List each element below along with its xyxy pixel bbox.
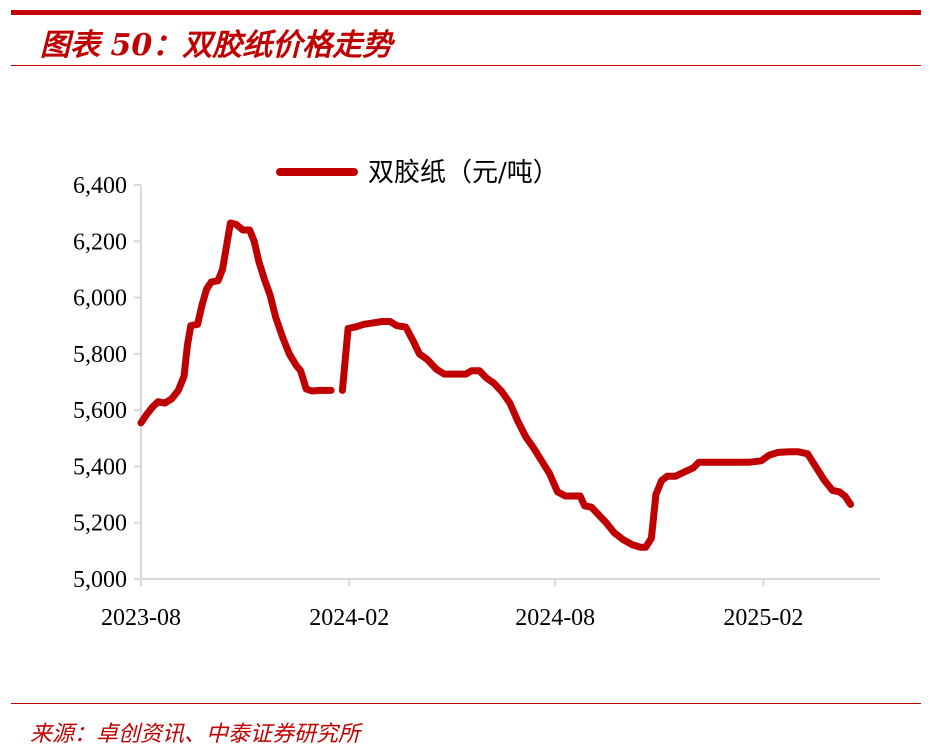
y-tick-label: 6,200 <box>73 229 127 255</box>
y-tick-label: 5,200 <box>73 511 127 537</box>
y-tick-label: 6,400 <box>73 173 127 199</box>
legend: 双胶纸（元/吨） <box>276 158 559 188</box>
source-note: 来源：卓创资讯、中泰证券研究所 <box>30 722 361 747</box>
series-line <box>338 318 855 551</box>
legend-label: 双胶纸（元/吨） <box>368 158 559 188</box>
series-line <box>137 219 335 427</box>
x-axis: 2023-08 2024-02 2024-08 2025-02 <box>101 578 880 631</box>
series-layer <box>137 219 855 551</box>
y-tick-label: 5,000 <box>73 567 127 593</box>
x-tick-label: 2024-02 <box>309 605 389 631</box>
y-tick-label: 6,000 <box>73 286 127 312</box>
y-tick-label: 5,400 <box>73 454 127 480</box>
y-tick-label: 5,600 <box>73 398 127 424</box>
x-tick-label: 2025-02 <box>723 605 803 631</box>
x-tick-label: 2024-08 <box>515 605 595 631</box>
figure-title: 图表 50：双胶纸价格走势 <box>40 28 393 63</box>
y-axis: 5,000 5,200 5,400 5,600 5,800 6,000 6,200 6,400 <box>73 173 142 593</box>
y-tick-label: 5,800 <box>73 342 127 368</box>
source-rule <box>11 703 921 704</box>
top-rule <box>11 10 921 15</box>
x-tick-label: 2023-08 <box>101 605 181 631</box>
title-rule <box>11 65 921 66</box>
